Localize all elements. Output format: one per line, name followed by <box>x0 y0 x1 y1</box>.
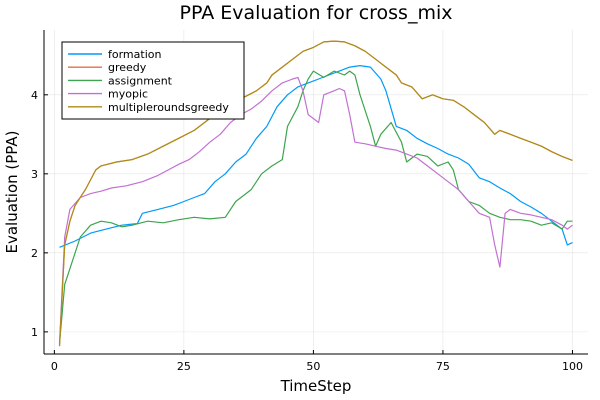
y-tick-label: 1 <box>31 326 38 339</box>
series-line-assignment <box>58 70 573 344</box>
y-axis-title: Evaluation (PPA) <box>3 130 21 253</box>
x-tick-label: 0 <box>51 360 58 373</box>
legend-label-formation: formation <box>108 48 161 61</box>
series-line-multipleroundsgreedy <box>58 40 573 347</box>
x-tick-label: 100 <box>562 360 583 373</box>
legend-label-multipleroundsgreedy: multipleroundsgreedy <box>108 101 229 114</box>
y-tick-label: 3 <box>31 168 38 181</box>
x-tick-label: 25 <box>177 360 191 373</box>
legend-label-assignment: assignment <box>108 74 173 87</box>
x-tick-label: 75 <box>436 360 450 373</box>
y-tick-label: 2 <box>31 247 38 260</box>
x-axis-title: TimeStep <box>280 377 352 395</box>
axes <box>43 30 588 355</box>
legend-label-myopic: myopic <box>108 88 148 101</box>
legend-label-greedy: greedy <box>108 61 147 74</box>
x-ticks: 0 25 50 75 100 <box>51 350 583 373</box>
series-line-formation <box>59 65 573 248</box>
chart-title: PPA Evaluation for cross_mix <box>180 2 453 24</box>
legend: formationgreedyassignmentmyopicmultipler… <box>61 41 245 120</box>
series-lines <box>58 40 573 347</box>
x-tick-label: 50 <box>306 360 320 373</box>
y-tick-label: 4 <box>31 89 38 102</box>
series-line-myopic <box>58 76 573 344</box>
y-ticks: 1 2 3 4 <box>31 89 48 339</box>
